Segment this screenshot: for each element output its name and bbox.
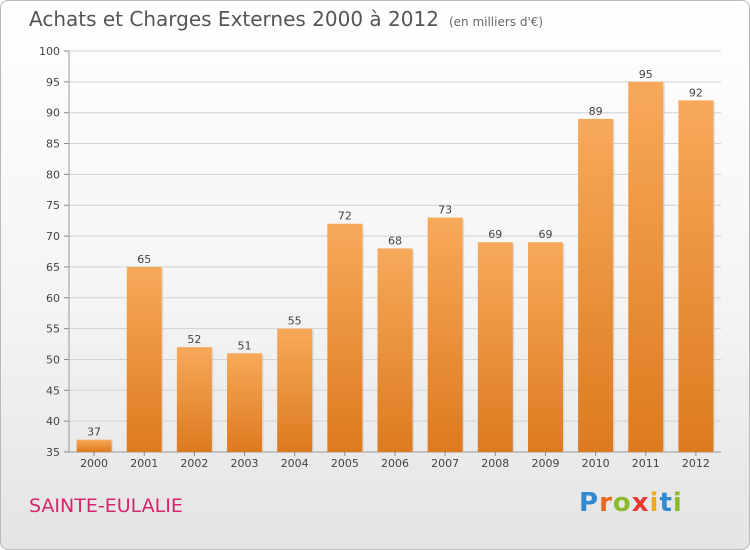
x-tick-label: 2009 xyxy=(531,457,559,470)
bar-value-label: 73 xyxy=(438,204,452,217)
bar-value-label: 69 xyxy=(538,228,552,241)
logo-letter: o xyxy=(612,488,632,518)
y-tick-label: 65 xyxy=(46,261,60,274)
y-tick-label: 90 xyxy=(46,107,60,120)
location-label: SAINTE-EULALIE xyxy=(29,495,183,517)
y-tick-label: 60 xyxy=(46,292,60,305)
y-tick-label: 100 xyxy=(39,45,60,58)
bar-value-label: 65 xyxy=(137,253,151,266)
logo-letter: i xyxy=(649,488,660,518)
bar-value-label: 52 xyxy=(187,333,201,346)
bar xyxy=(277,328,313,452)
y-tick-label: 45 xyxy=(46,384,60,397)
bar xyxy=(678,100,714,452)
chart-title-text: Achats et Charges Externes 2000 à 2012 xyxy=(29,7,439,31)
logo-letter: x xyxy=(631,488,650,518)
bar-value-label: 95 xyxy=(639,68,653,81)
bar-value-label: 37 xyxy=(87,426,101,439)
x-tick-label: 2004 xyxy=(281,457,309,470)
bar-value-label: 51 xyxy=(238,339,252,352)
x-tick-label: 2002 xyxy=(180,457,208,470)
x-tick-label: 2011 xyxy=(632,457,660,470)
bar xyxy=(327,223,363,452)
bar xyxy=(477,242,513,452)
x-tick-label: 2012 xyxy=(682,457,710,470)
y-tick-label: 80 xyxy=(46,168,60,181)
chart-title: Achats et Charges Externes 2000 à 2012 (e… xyxy=(29,7,543,31)
y-tick-label: 85 xyxy=(46,138,60,151)
x-tick-label: 2001 xyxy=(130,457,158,470)
bar xyxy=(377,248,413,452)
bar xyxy=(527,242,563,452)
bar xyxy=(227,353,263,452)
x-tick-label: 2006 xyxy=(381,457,409,470)
y-tick-label: 70 xyxy=(46,230,60,243)
bar xyxy=(628,81,664,452)
logo-letter: P xyxy=(579,488,600,518)
y-tick-label: 55 xyxy=(46,323,60,336)
x-tick-label: 2008 xyxy=(481,457,509,470)
bar xyxy=(76,439,112,452)
bar xyxy=(176,347,212,452)
y-tick-label: 35 xyxy=(46,446,60,459)
bar xyxy=(578,118,614,452)
logo-letter: i xyxy=(672,488,683,518)
bar-value-label: 72 xyxy=(338,210,352,223)
bar-value-label: 89 xyxy=(589,105,603,118)
y-tick-label: 95 xyxy=(46,76,60,89)
x-tick-label: 2003 xyxy=(231,457,259,470)
bar-value-label: 92 xyxy=(689,86,703,99)
bar-value-label: 69 xyxy=(488,228,502,241)
bar-value-label: 68 xyxy=(388,234,402,247)
y-tick-label: 75 xyxy=(46,199,60,212)
logo-letter: r xyxy=(599,488,613,518)
x-tick-label: 2000 xyxy=(80,457,108,470)
bar xyxy=(126,266,162,452)
y-tick-label: 50 xyxy=(46,353,60,366)
bar xyxy=(427,217,463,452)
y-tick-label: 40 xyxy=(46,415,60,428)
x-tick-label: 2007 xyxy=(431,457,459,470)
x-tick-label: 2005 xyxy=(331,457,359,470)
unit-note: (en milliers d'€) xyxy=(448,15,544,29)
bar-value-label: 55 xyxy=(288,315,302,328)
proxiti-logo: Proxiti xyxy=(579,488,683,518)
x-tick-label: 2010 xyxy=(582,457,610,470)
logo-letter: t xyxy=(659,488,673,518)
